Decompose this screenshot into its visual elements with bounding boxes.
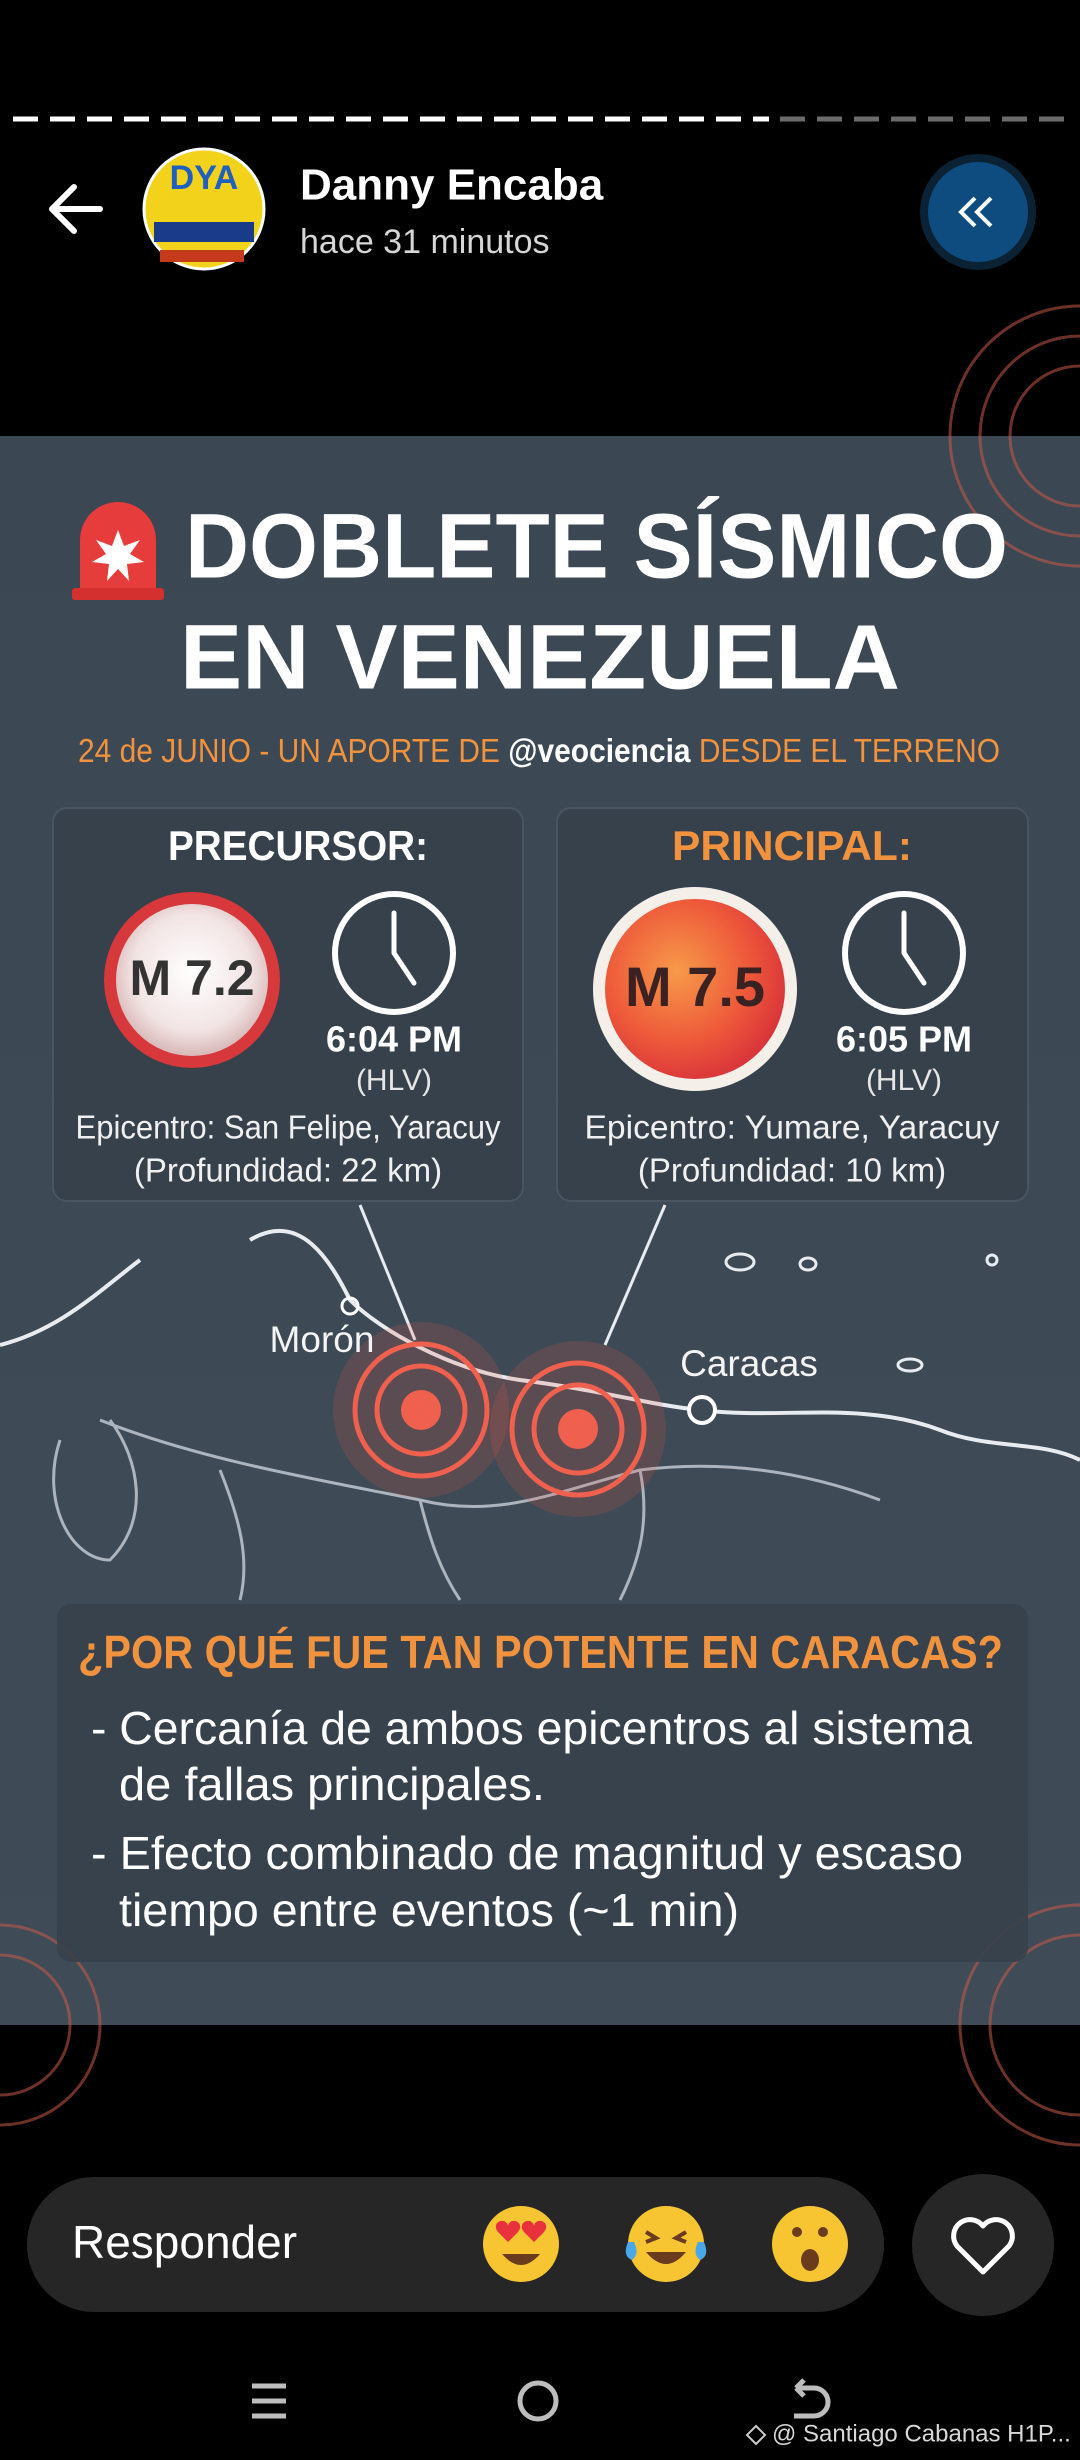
coastline xyxy=(0,1228,1080,1462)
bullet-line: tiempo entre eventos (~1 min) xyxy=(119,1884,739,1936)
reaction-heart-eyes[interactable] xyxy=(483,2206,559,2282)
map: Morón Caracas xyxy=(0,1204,1080,1601)
borders xyxy=(52,1418,881,1601)
clock-icon xyxy=(332,891,456,1015)
avatar[interactable]: DYA xyxy=(142,147,266,271)
bullet-line: - Cercanía de ambos epicentros al sistem… xyxy=(91,1702,972,1754)
bullet-line: de fallas principales. xyxy=(119,1758,545,1810)
epicenter: Epicentro: Yumare, Yaracuy xyxy=(585,1109,1001,1146)
credit: @ Santiago Cabanas H1P... xyxy=(772,2420,1071,2447)
islands xyxy=(724,1252,999,1373)
back-button[interactable] xyxy=(49,184,103,234)
nav-home[interactable] xyxy=(517,2380,559,2422)
magnitude: M 7.2 xyxy=(129,950,254,1006)
reaction-laugh[interactable] xyxy=(625,2206,707,2282)
explanation: ¿POR QUÉ FUE TAN POTENTE EN CARACAS? - C… xyxy=(57,1604,1028,1962)
siren-icon xyxy=(72,502,164,600)
panel-heading: PRINCIPAL: xyxy=(672,822,912,869)
city-label: Caracas xyxy=(680,1343,818,1384)
epicenter-rings xyxy=(333,1322,666,1517)
event-time: 6:04 PM xyxy=(326,1019,462,1060)
nav-recents[interactable] xyxy=(252,2383,286,2419)
city-label: Morón xyxy=(270,1319,375,1360)
wave-decor xyxy=(0,304,1080,2147)
bullet-line: - Efecto combinado de magnitud y escaso xyxy=(91,1827,963,1879)
depth: (Profundidad: 10 km) xyxy=(638,1152,946,1189)
time-zone: (HLV) xyxy=(356,1064,432,1097)
magnitude: M 7.5 xyxy=(625,955,765,1018)
depth: (Profundidad: 22 km) xyxy=(134,1152,442,1189)
subtitle: 24 de JUNIO - UN APORTE DE @veociencia D… xyxy=(78,732,1000,769)
epicenter: Epicentro: San Felipe, Yaracuy xyxy=(76,1109,501,1146)
subtitle-part: DESDE EL TERRENO xyxy=(691,732,1000,769)
post-time: hace 31 minutos xyxy=(300,223,550,261)
clock-icon xyxy=(842,891,966,1015)
like-button[interactable] xyxy=(912,2174,1054,2316)
panel: PRINCIPAL: M 7.5 6:05 PM (HLV) Epicentro… xyxy=(556,807,1029,1202)
reaction-wow[interactable] xyxy=(772,2206,848,2282)
title-line: EN VENEZUELA xyxy=(180,606,900,708)
title-line: DOBLETE SÍSMICO xyxy=(185,494,1008,597)
event-time: 6:05 PM xyxy=(836,1019,972,1060)
time-zone: (HLV) xyxy=(866,1064,942,1097)
subtitle-part: 24 de JUNIO - UN APORTE DE xyxy=(78,732,508,769)
nav-back[interactable] xyxy=(794,2378,831,2419)
panel: PRECURSOR: M 7.2 6:04 PM (HLV) Epicentro… xyxy=(52,807,524,1202)
credit-icon xyxy=(745,2424,767,2446)
leader-lines xyxy=(358,1204,667,1346)
city-dot xyxy=(340,1296,360,1316)
panel-heading: PRECURSOR: xyxy=(168,822,428,869)
infographic: DOBLETE SÍSMICO EN VENEZUELA 24 de JUNIO… xyxy=(0,304,1080,2147)
subtitle-handle: @veociencia xyxy=(508,732,691,769)
explanation-heading: ¿POR QUÉ FUE TAN POTENTE EN CARACAS? xyxy=(78,1626,1003,1678)
user-name: Danny Encaba xyxy=(300,161,604,210)
city-dot xyxy=(687,1395,717,1425)
svg-text:DYA: DYA xyxy=(170,159,239,197)
collapse-button[interactable] xyxy=(920,154,1036,270)
reply-placeholder: Responder xyxy=(72,2216,297,2268)
